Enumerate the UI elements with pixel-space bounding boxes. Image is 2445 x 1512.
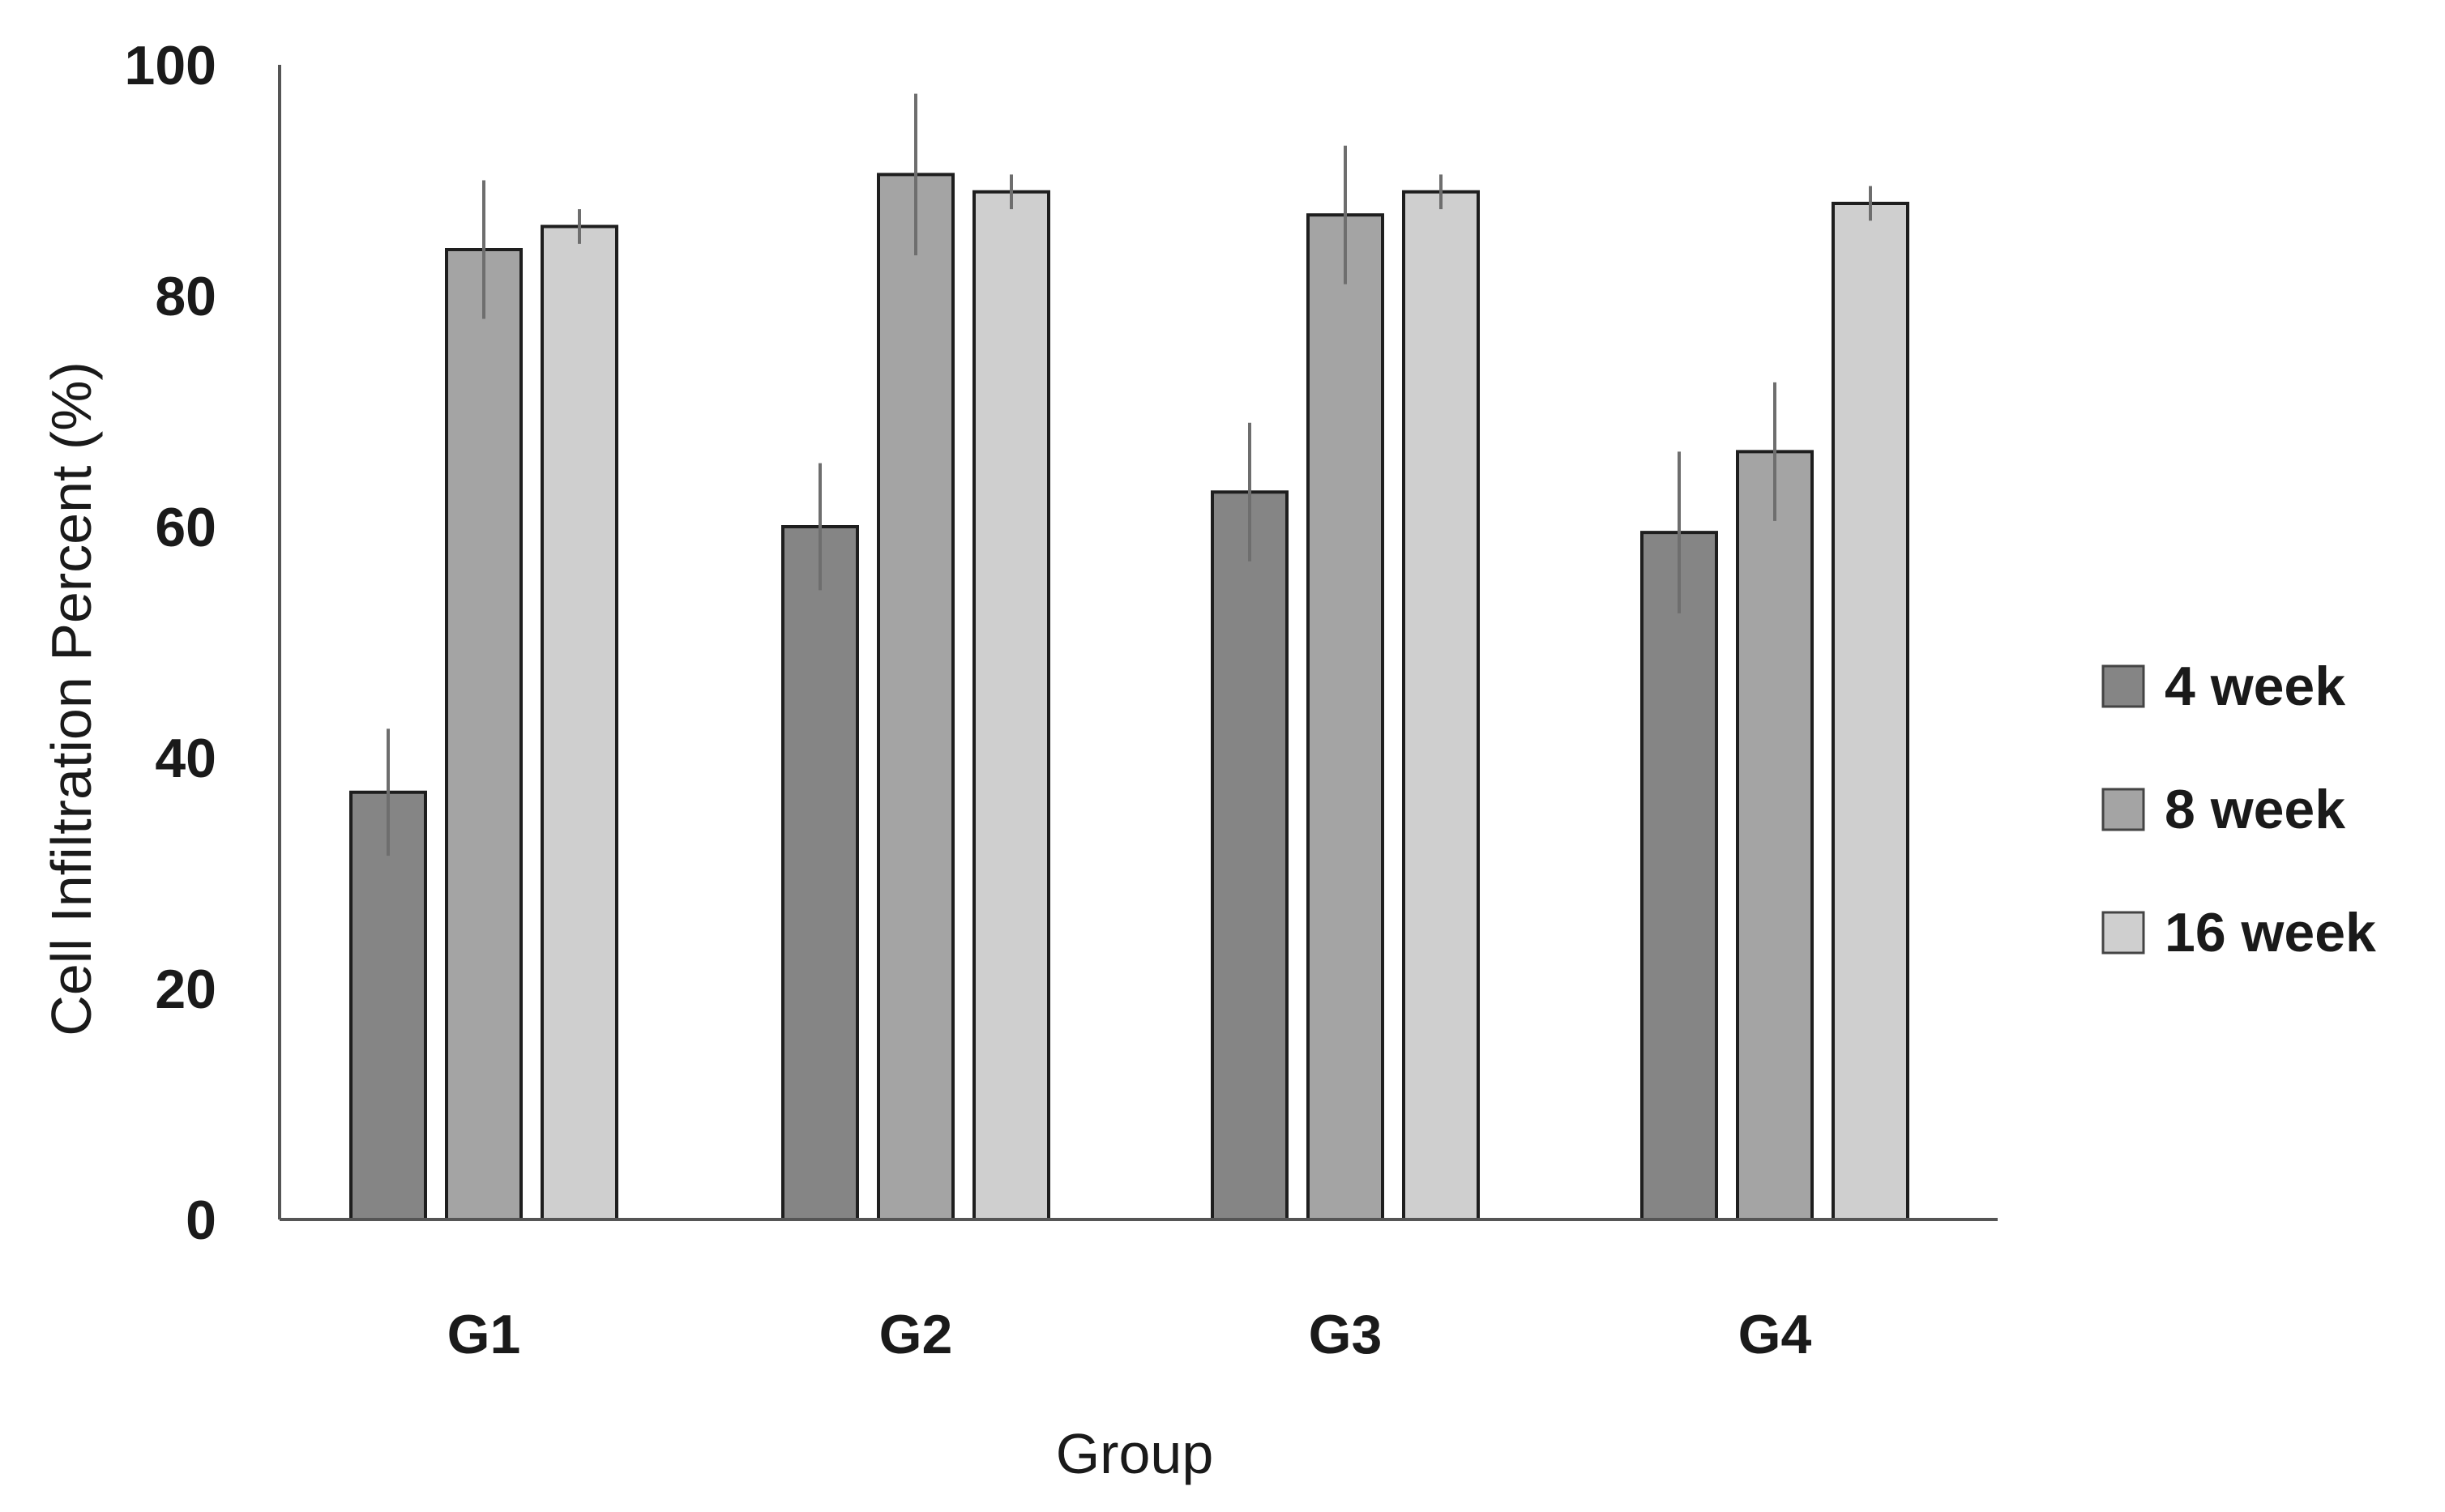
y-tick-label: 80 (155, 266, 216, 327)
bar-g4-4-week (1640, 531, 1718, 1221)
bar-g3-4-week (1211, 490, 1289, 1221)
y-tick-labels: 0 20 40 60 80 100 (125, 35, 216, 1251)
y-axis-title: Cell Infiltration Percent (%) (40, 361, 103, 1036)
y-tick-label: 60 (155, 497, 216, 558)
x-tick-label-g4: G4 (1738, 1304, 1812, 1365)
bar-g2-8-week (877, 173, 955, 1221)
y-tick-label: 0 (186, 1190, 216, 1251)
x-tick-label-g2: G2 (879, 1304, 953, 1365)
bar-g1-4-week (349, 790, 427, 1221)
bar-g1-16-week (541, 224, 618, 1221)
bar-g2-4-week (781, 525, 859, 1221)
legend-label-4-week: 4 week (2165, 656, 2345, 717)
x-axis-title: Group (1056, 1422, 1214, 1485)
legend-swatch-8-week (2101, 788, 2145, 831)
y-tick-label: 100 (125, 35, 216, 96)
bar-g3-8-week (1306, 213, 1384, 1221)
bar-g1-8-week (445, 248, 523, 1221)
x-tick-label-g3: G3 (1309, 1304, 1383, 1365)
y-tick-label: 20 (155, 959, 216, 1020)
bar-g4-16-week (1832, 202, 1909, 1221)
bar-g3-16-week (1402, 190, 1480, 1221)
axes-layer (278, 65, 1998, 1221)
legend-label-8-week: 8 week (2165, 779, 2345, 840)
bar-g4-8-week (1736, 450, 1814, 1221)
y-tick-label: 40 (155, 728, 216, 789)
error-bars-layer (387, 93, 1872, 856)
legend-swatch-16-week (2101, 911, 2145, 955)
x-tick-label-g1: G1 (447, 1304, 521, 1365)
bars-layer (349, 173, 1909, 1221)
legend-swatch-4-week (2101, 664, 2145, 708)
legend-label-16-week: 16 week (2165, 902, 2376, 963)
bar-g2-16-week (972, 190, 1050, 1221)
legend: 4 week 8 week 16 week (2101, 656, 2376, 963)
x-tick-labels: G1 G2 G3 G4 (447, 1304, 1812, 1365)
